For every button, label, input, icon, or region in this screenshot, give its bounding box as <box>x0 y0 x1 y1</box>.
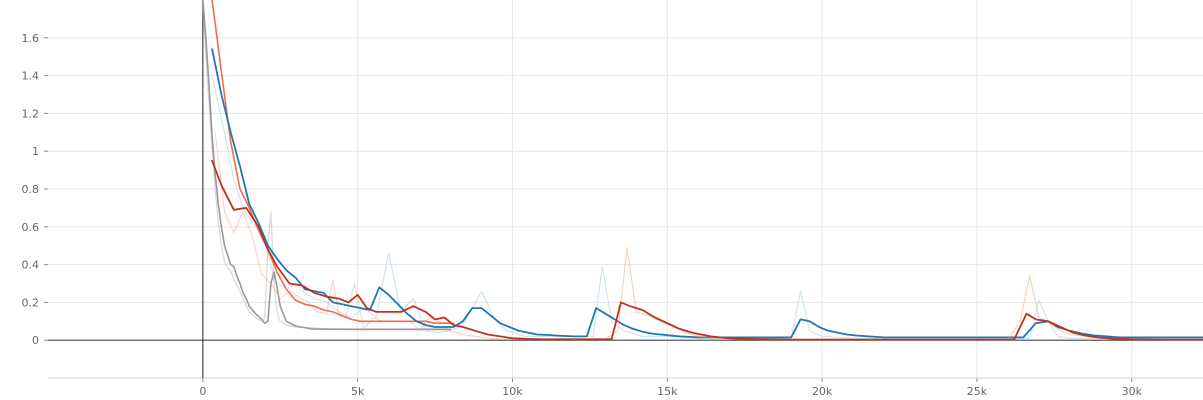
y-tick-label: 0.8 <box>22 183 40 196</box>
y-tick-label: 0.6 <box>22 221 40 234</box>
y-tick-label: 1 <box>32 145 39 158</box>
series-line-7 <box>211 159 1203 341</box>
x-tick-label: 30k <box>1122 385 1143 398</box>
series-layer <box>202 0 1203 341</box>
y-tick-label: 0.2 <box>22 296 40 309</box>
x-tick-label: 20k <box>812 385 833 398</box>
x-tick-label: 5k <box>351 385 365 398</box>
series-line-2 <box>214 131 458 332</box>
series-line-3 <box>211 0 455 324</box>
y-tick-label: 1.2 <box>22 107 40 120</box>
x-tick-label: 25k <box>967 385 988 398</box>
y-tick-label: 0 <box>32 334 39 347</box>
y-tick-label: 0.4 <box>22 259 40 272</box>
x-tick-label: 10k <box>502 385 523 398</box>
series-line-6 <box>449 247 1203 340</box>
series-line-5 <box>211 48 1203 339</box>
tick-label-layer: 0 0.2 0.4 0.6 0.8 1 1.2 1.4 1.6 0 5k 10k 15k 20k 25k 30… <box>22 32 1143 398</box>
x-tick-label: 0 <box>199 385 206 398</box>
axis-layer <box>44 0 1203 382</box>
series-line-1 <box>202 0 452 331</box>
grid-layer <box>48 0 1203 378</box>
y-tick-label: 1.4 <box>22 70 40 83</box>
x-tick-label: 15k <box>657 385 678 398</box>
y-tick-label: 1.6 <box>22 32 40 45</box>
